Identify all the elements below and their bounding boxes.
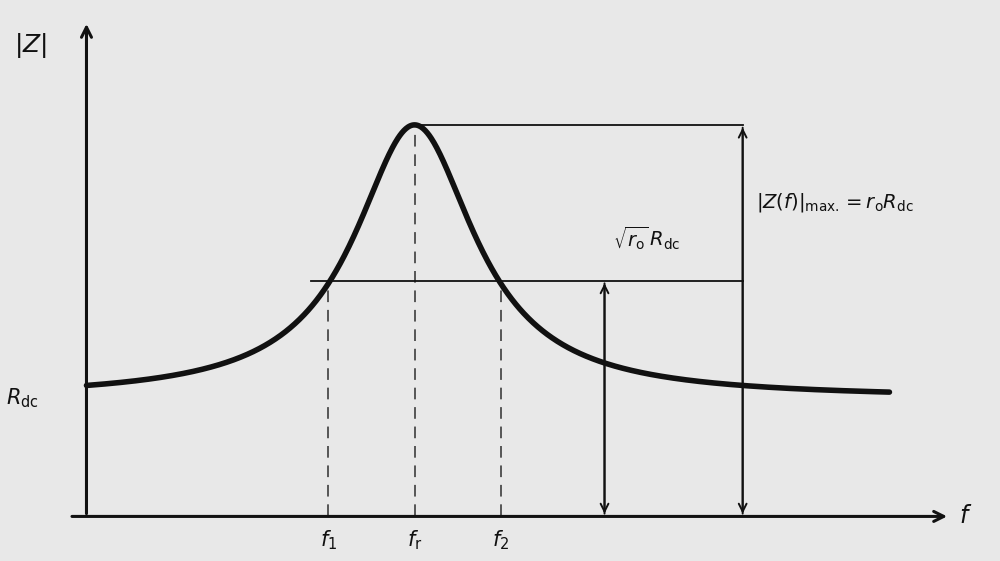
Text: $f$: $f$: [959, 505, 972, 528]
Text: $R_{\rm dc}$: $R_{\rm dc}$: [6, 387, 39, 410]
Text: $\sqrt{r_{\rm o}}\,R_{\rm dc}$: $\sqrt{r_{\rm o}}\,R_{\rm dc}$: [613, 224, 681, 252]
Text: $|Z|$: $|Z|$: [14, 30, 47, 59]
Text: $f_{\rm r}$: $f_{\rm r}$: [407, 528, 422, 552]
Text: $f_1$: $f_1$: [320, 528, 337, 552]
Text: $f_2$: $f_2$: [492, 528, 510, 552]
Text: $|Z(f)|_{\rm max.} = r_{\rm o}R_{\rm dc}$: $|Z(f)|_{\rm max.} = r_{\rm o}R_{\rm dc}…: [756, 191, 913, 214]
